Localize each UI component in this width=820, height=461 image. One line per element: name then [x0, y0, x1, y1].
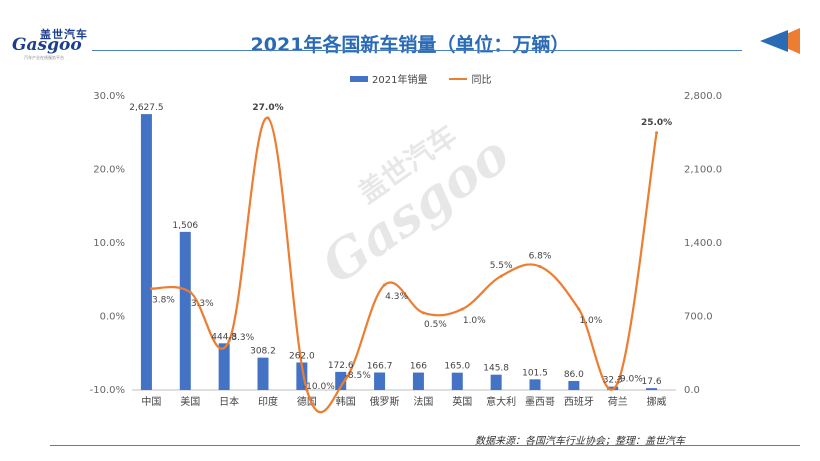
bar-value-label: 145.8: [483, 364, 509, 374]
category-label: 挪威: [647, 395, 667, 408]
bar: [140, 114, 152, 391]
right-tick-label: 0.0: [684, 385, 700, 396]
bar-value-label: 32.3: [603, 376, 623, 386]
bar-value-label: 262.0: [289, 351, 315, 361]
line-point: [266, 116, 270, 120]
bar-value-label: 444.8: [211, 332, 237, 342]
bar: [296, 362, 308, 390]
bar: [335, 371, 347, 390]
bar: [218, 343, 230, 390]
left-tick-label: 0.0%: [100, 312, 125, 323]
bar-value-label: 1,506: [172, 221, 198, 231]
logo-sub-text: 汽车产业在线服务平台: [24, 55, 64, 60]
legend: 2021年销量 同比: [350, 71, 491, 86]
line-value-label: 4.3%: [385, 292, 408, 302]
bar: [179, 231, 191, 390]
left-tick-label: 10.0%: [93, 238, 125, 249]
left-tick-label: 30.0%: [93, 91, 125, 102]
watermark: 盖世汽车 Gasgoo: [311, 119, 521, 296]
line-point: [577, 307, 581, 311]
legend-bar-label: 2021年销量: [372, 75, 428, 86]
line-value-label: 1.0%: [463, 316, 486, 326]
category-label: 法国: [413, 395, 433, 408]
category-label: 荷兰: [608, 395, 628, 408]
bar-value-label: 166.7: [367, 361, 393, 371]
left-tick-label: 20.0%: [93, 165, 125, 176]
bar: [646, 388, 658, 390]
bar-value-label: 86.0: [564, 370, 584, 380]
category-label: 日本: [219, 395, 239, 408]
line-point: [655, 131, 659, 135]
line-value-label: -10.0%: [303, 382, 335, 392]
line-point: [227, 339, 231, 343]
line-value-label: -8.5%: [345, 371, 372, 381]
logo-cn-text: 盖世汽车: [40, 28, 88, 41]
line-value-label: -9.0%: [617, 375, 644, 385]
category-label: 意大利: [486, 395, 516, 408]
line-value-label: 5.5%: [490, 261, 513, 271]
category-label: 中国: [141, 395, 161, 408]
corner-arrow-icon: [760, 28, 800, 54]
bar-value-label: 166: [410, 362, 427, 372]
line-point: [421, 311, 425, 315]
logo-en-text: Gasgoo: [12, 35, 82, 55]
line-point: [149, 287, 153, 291]
bar-value-label: 165.0: [444, 362, 470, 372]
line-value-label: 25.0%: [641, 118, 672, 128]
line-point: [344, 377, 348, 381]
line-point: [616, 381, 620, 385]
line-point: [188, 290, 192, 294]
data-source: 数据来源：各国汽车行业协会；整理：盖世汽车: [475, 436, 685, 447]
bar-value-label: 101.5: [522, 368, 548, 378]
bar: [412, 372, 424, 390]
line-value-label: 1.0%: [579, 316, 602, 326]
bar: [451, 372, 463, 390]
line-value-label: -3.3%: [228, 333, 255, 343]
legend-line-label: 同比: [471, 75, 492, 86]
category-label: 墨西哥: [525, 396, 555, 408]
yoy-line: [151, 116, 658, 414]
line-value-label: 3.8%: [152, 296, 175, 306]
line-point: [305, 388, 309, 392]
header-divider: [92, 50, 742, 51]
line-value-label: 27.0%: [252, 103, 283, 113]
bar: [374, 372, 386, 390]
line-point: [383, 283, 387, 287]
line-point: [538, 265, 542, 269]
line-point: [460, 307, 464, 311]
category-label: 韩国: [336, 395, 356, 408]
category-label: 俄罗斯: [370, 395, 400, 408]
footer-divider: [50, 445, 800, 446]
left-tick-label: -10.0%: [90, 385, 125, 396]
bar-value-label: 17.6: [642, 377, 662, 387]
right-tick-label: 1,400.0: [684, 238, 722, 249]
right-tick-label: 2,100.0: [684, 165, 722, 176]
category-label: 英国: [452, 395, 472, 408]
bar: [490, 374, 502, 390]
right-tick-label: 2,800.0: [684, 91, 722, 102]
legend-bar-swatch: [350, 75, 368, 82]
line-value-label: 3.3%: [191, 299, 214, 309]
category-label: 美国: [180, 395, 200, 408]
bar-value-label: 308.2: [250, 347, 276, 357]
line-value-label: 0.5%: [424, 320, 447, 330]
right-tick-label: 700.0: [684, 312, 713, 323]
category-label: 印度: [258, 395, 278, 408]
bar: [529, 379, 541, 390]
line-point: [499, 274, 503, 278]
bar-value-label: 172.6: [328, 361, 354, 371]
bar: [257, 357, 269, 390]
bar: [568, 380, 580, 390]
gasgoo-logo: 盖世汽车 Gasgoo 汽车产业在线服务平台: [10, 26, 88, 62]
legend-line-swatch: [449, 77, 468, 80]
category-label: 西班牙: [564, 396, 594, 408]
line-value-label: 6.8%: [529, 252, 552, 262]
bar-value-label: 2,627.5: [129, 103, 163, 113]
